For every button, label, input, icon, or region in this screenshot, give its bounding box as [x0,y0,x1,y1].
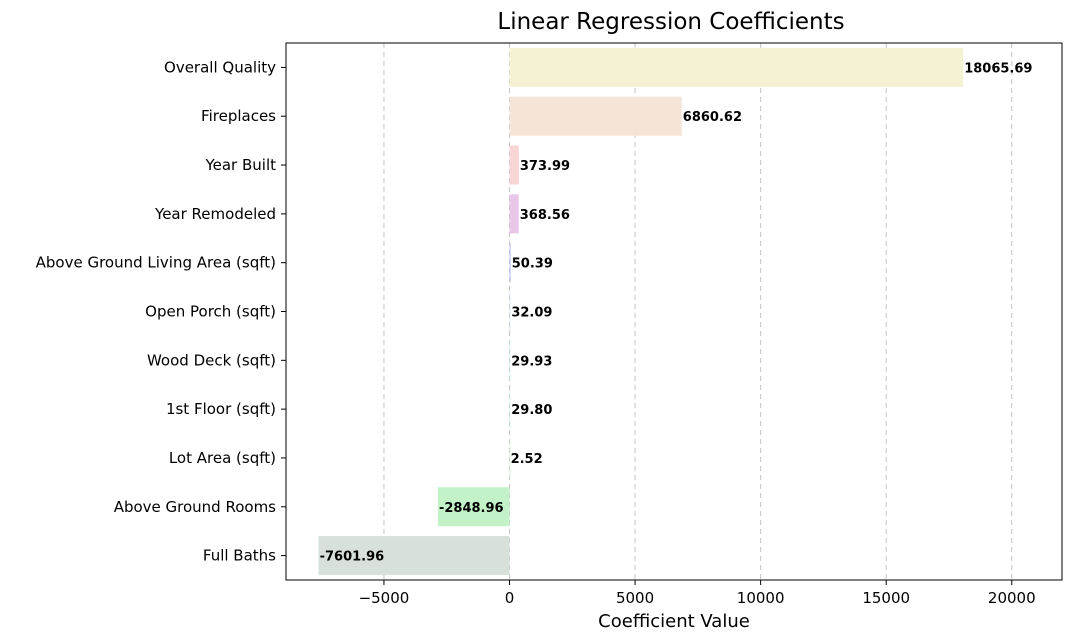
data-label: 29.93 [511,354,552,369]
y-tick-label: Year Built [204,156,276,174]
x-tick-label: 5000 [616,589,654,607]
y-tick-label: Above Ground Rooms [114,498,276,516]
x-axis: −5000 0 5000 10000 15000 20000 [359,580,1036,607]
bar [509,243,511,283]
bar [437,487,510,527]
y-tick-label: Full Baths [203,547,276,565]
bar [509,145,519,185]
y-tick-label: Wood Deck (sqft) [147,351,276,369]
data-label: 32.09 [511,306,552,321]
chart-title: Linear Regression Coefficients [497,9,844,35]
data-label: -7601.96 [320,550,385,565]
bar [509,96,682,136]
data-label: 6860.62 [683,110,742,125]
bar [509,194,519,234]
bar [509,389,511,429]
data-label: -2848.96 [439,501,504,516]
x-tick-label: 0 [505,589,515,607]
bar [509,438,511,478]
x-tick-label: 10000 [737,589,785,607]
y-tick-label: 1st Floor (sqft) [166,400,276,418]
x-tick-label: 20000 [988,589,1036,607]
data-label: 373.99 [520,159,570,174]
data-label: 368.56 [520,208,570,223]
data-label: 50.39 [512,257,553,272]
y-tick-label: Open Porch (sqft) [145,303,276,321]
data-labels: 18065.69 6860.62 373.99 368.56 50.39 32.09 29.… [320,61,1033,564]
bar [509,47,964,87]
bars [318,47,964,576]
data-label: 29.80 [511,403,552,418]
x-tick-label: 15000 [862,589,910,607]
y-tick-label: Fireplaces [201,107,276,125]
bar [509,340,511,380]
x-tick-label: −5000 [359,589,410,607]
y-tick-label: Year Remodeled [154,205,276,223]
bar [509,291,511,332]
x-axis-label: Coefficient Value [598,611,750,632]
data-label: 18065.69 [964,61,1032,76]
y-tick-label: Above Ground Living Area (sqft) [36,254,276,272]
y-axis: Overall Quality Fireplaces Year Built Year … [36,58,286,565]
bar [318,536,510,576]
data-label: 2.52 [511,452,543,467]
y-tick-label: Lot Area (sqft) [169,449,276,467]
y-tick-label: Overall Quality [164,58,276,76]
